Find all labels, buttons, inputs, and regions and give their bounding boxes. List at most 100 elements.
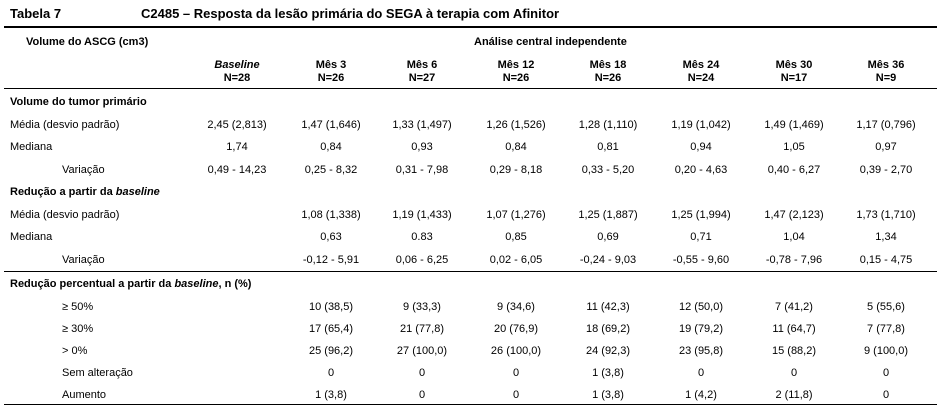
table-cell: 0,15 - 4,75 <box>859 254 913 266</box>
table-cell: 1,33 (1,497) <box>392 119 452 131</box>
row-label: Sem alteração <box>62 367 133 379</box>
column-header-n: N=28 <box>223 72 251 84</box>
section-heading: Redução a partir da baseline <box>0 186 941 202</box>
table-cell: 0,85 <box>505 231 527 243</box>
table-cell: 1,47 (2,123) <box>764 209 824 221</box>
table-title: C2485 – Resposta da lesão primária do SE… <box>141 6 560 21</box>
section-title-italic: baseline <box>174 278 219 290</box>
table-cell: 5 (55,6) <box>867 301 905 313</box>
table-cell: 0 <box>790 367 798 379</box>
row-label: Mediana <box>10 231 53 243</box>
table-cell: 1,17 (0,796) <box>856 119 916 131</box>
column-header-n: N=24 <box>687 72 715 84</box>
row-label: Média (desvio padrão) <box>10 119 120 131</box>
column-header-n: N=26 <box>317 72 345 84</box>
table-row: Mediana 0,63 0.83 0,85 0,69 0,71 1,04 1,… <box>0 231 941 247</box>
table-cell: 0 <box>882 389 890 401</box>
table-row: Sem alteração 0 0 0 1 (3,8) 0 0 0 <box>0 367 941 383</box>
table-cell: 0,94 <box>690 141 712 153</box>
table-cell: 1,49 (1,469) <box>764 119 824 131</box>
table-cell: 1 (3,8) <box>315 389 347 401</box>
table-cell: 0,20 - 4,63 <box>674 164 728 176</box>
column-header-name: Mês 6 <box>406 59 438 71</box>
table-cell: 2 (11,8) <box>775 389 813 401</box>
table-cell: 0,63 <box>320 231 342 243</box>
table-cell: 1,26 (1,526) <box>486 119 546 131</box>
table-cell: 0,29 - 8,18 <box>489 164 543 176</box>
table-cell: 0 <box>418 367 426 379</box>
header-rule <box>4 88 937 89</box>
table-cell: 0 <box>327 367 335 379</box>
stub-header: Volume do ASCG (cm3) <box>26 36 149 48</box>
table-cell: 9 (34,6) <box>497 301 535 313</box>
table-cell: 27 (100,0) <box>396 345 448 357</box>
column-header: Baseline N=28 <box>192 59 282 85</box>
table-cell: 0,93 <box>411 141 433 153</box>
top-rule <box>4 26 937 28</box>
table-cell: 1,34 <box>875 231 897 243</box>
table-cell: 0,39 - 2,70 <box>859 164 913 176</box>
row-label: ≥ 30% <box>62 323 94 335</box>
table-cell: 0,33 - 5,20 <box>581 164 635 176</box>
column-header-n: N=26 <box>502 72 530 84</box>
column-header-n: N=26 <box>594 72 622 84</box>
table-cell: 0,69 <box>597 231 619 243</box>
row-label: ≥ 50% <box>62 301 94 313</box>
column-header-name: Mês 24 <box>682 59 720 71</box>
table-cell: 7 (77,8) <box>867 323 905 335</box>
table-cell: 0 <box>882 367 890 379</box>
column-header-n: N=27 <box>408 72 436 84</box>
bottom-rule <box>4 404 937 405</box>
column-header-n: N=9 <box>875 72 897 84</box>
table-cell: 15 (88,2) <box>771 345 817 357</box>
row-label: Mediana <box>10 141 53 153</box>
table-cell: 25 (96,2) <box>308 345 354 357</box>
column-header: Mês 3 N=26 <box>286 59 376 85</box>
table-cell: 1,07 (1,276) <box>486 209 546 221</box>
table-cell: 0,49 - 14,23 <box>207 164 267 176</box>
column-header-name: Baseline <box>214 59 260 71</box>
column-header-name: Mês 3 <box>315 59 347 71</box>
row-label: Variação <box>62 164 105 176</box>
table-cell: 1,28 (1,110) <box>578 119 638 131</box>
table-cell: 1,04 <box>783 231 805 243</box>
table-cell: 21 (77,8) <box>399 323 445 335</box>
section-title: Redução percentual a partir da baseline,… <box>10 278 251 290</box>
column-header-name: Mês 36 <box>867 59 905 71</box>
table-cell: 2,45 (2,813) <box>207 119 267 131</box>
group-header: Análise central independente <box>474 36 627 48</box>
table-cell: 1,25 (1,994) <box>671 209 731 221</box>
table-cell: 24 (92,3) <box>585 345 631 357</box>
column-header-name: Mês 18 <box>589 59 627 71</box>
table-cell: 11 (42,3) <box>586 301 630 313</box>
table-row: Variação -0,12 - 5,91 0,06 - 6,25 0,02 -… <box>0 254 941 270</box>
table-cell: 1 (4,2) <box>685 389 717 401</box>
table-cell: 19 (79,2) <box>678 323 724 335</box>
table-cell: -0,78 - 7,96 <box>765 254 823 266</box>
table-cell: 0,97 <box>875 141 897 153</box>
table-cell: 0 <box>697 367 705 379</box>
table-cell: 0,40 - 6,27 <box>767 164 821 176</box>
table-cell: 0,31 - 7,98 <box>395 164 449 176</box>
table-cell: 7 (41,2) <box>775 301 813 313</box>
table-cell: 1,05 <box>783 141 805 153</box>
table-cell: 0 <box>512 367 520 379</box>
table-cell: 0,02 - 6,05 <box>489 254 543 266</box>
row-label: Média (desvio padrão) <box>10 209 120 221</box>
section-title: Redução a partir da baseline <box>10 186 160 198</box>
row-label: > 0% <box>62 345 88 357</box>
table-row: Média (desvio padrão) 2,45 (2,813) 1,47 … <box>0 119 941 135</box>
table-row: Aumento 1 (3,8) 0 0 1 (3,8) 1 (4,2) 2 (1… <box>0 389 941 405</box>
column-header: Mês 6 N=27 <box>377 59 467 85</box>
table-cell: 9 (33,3) <box>403 301 441 313</box>
table-title-row: Tabela 7 C2485 – Resposta da lesão primá… <box>10 6 935 24</box>
table-cell: 0,71 <box>690 231 712 243</box>
table-cell: 0,84 <box>320 141 342 153</box>
table-cell: 26 (100,0) <box>490 345 542 357</box>
table-cell: 0,84 <box>505 141 527 153</box>
table-cell: 1,19 (1,042) <box>671 119 731 131</box>
column-header: Mês 12 N=26 <box>471 59 561 85</box>
table-cell: 0.83 <box>411 231 433 243</box>
table-label: Tabela 7 <box>10 6 62 21</box>
